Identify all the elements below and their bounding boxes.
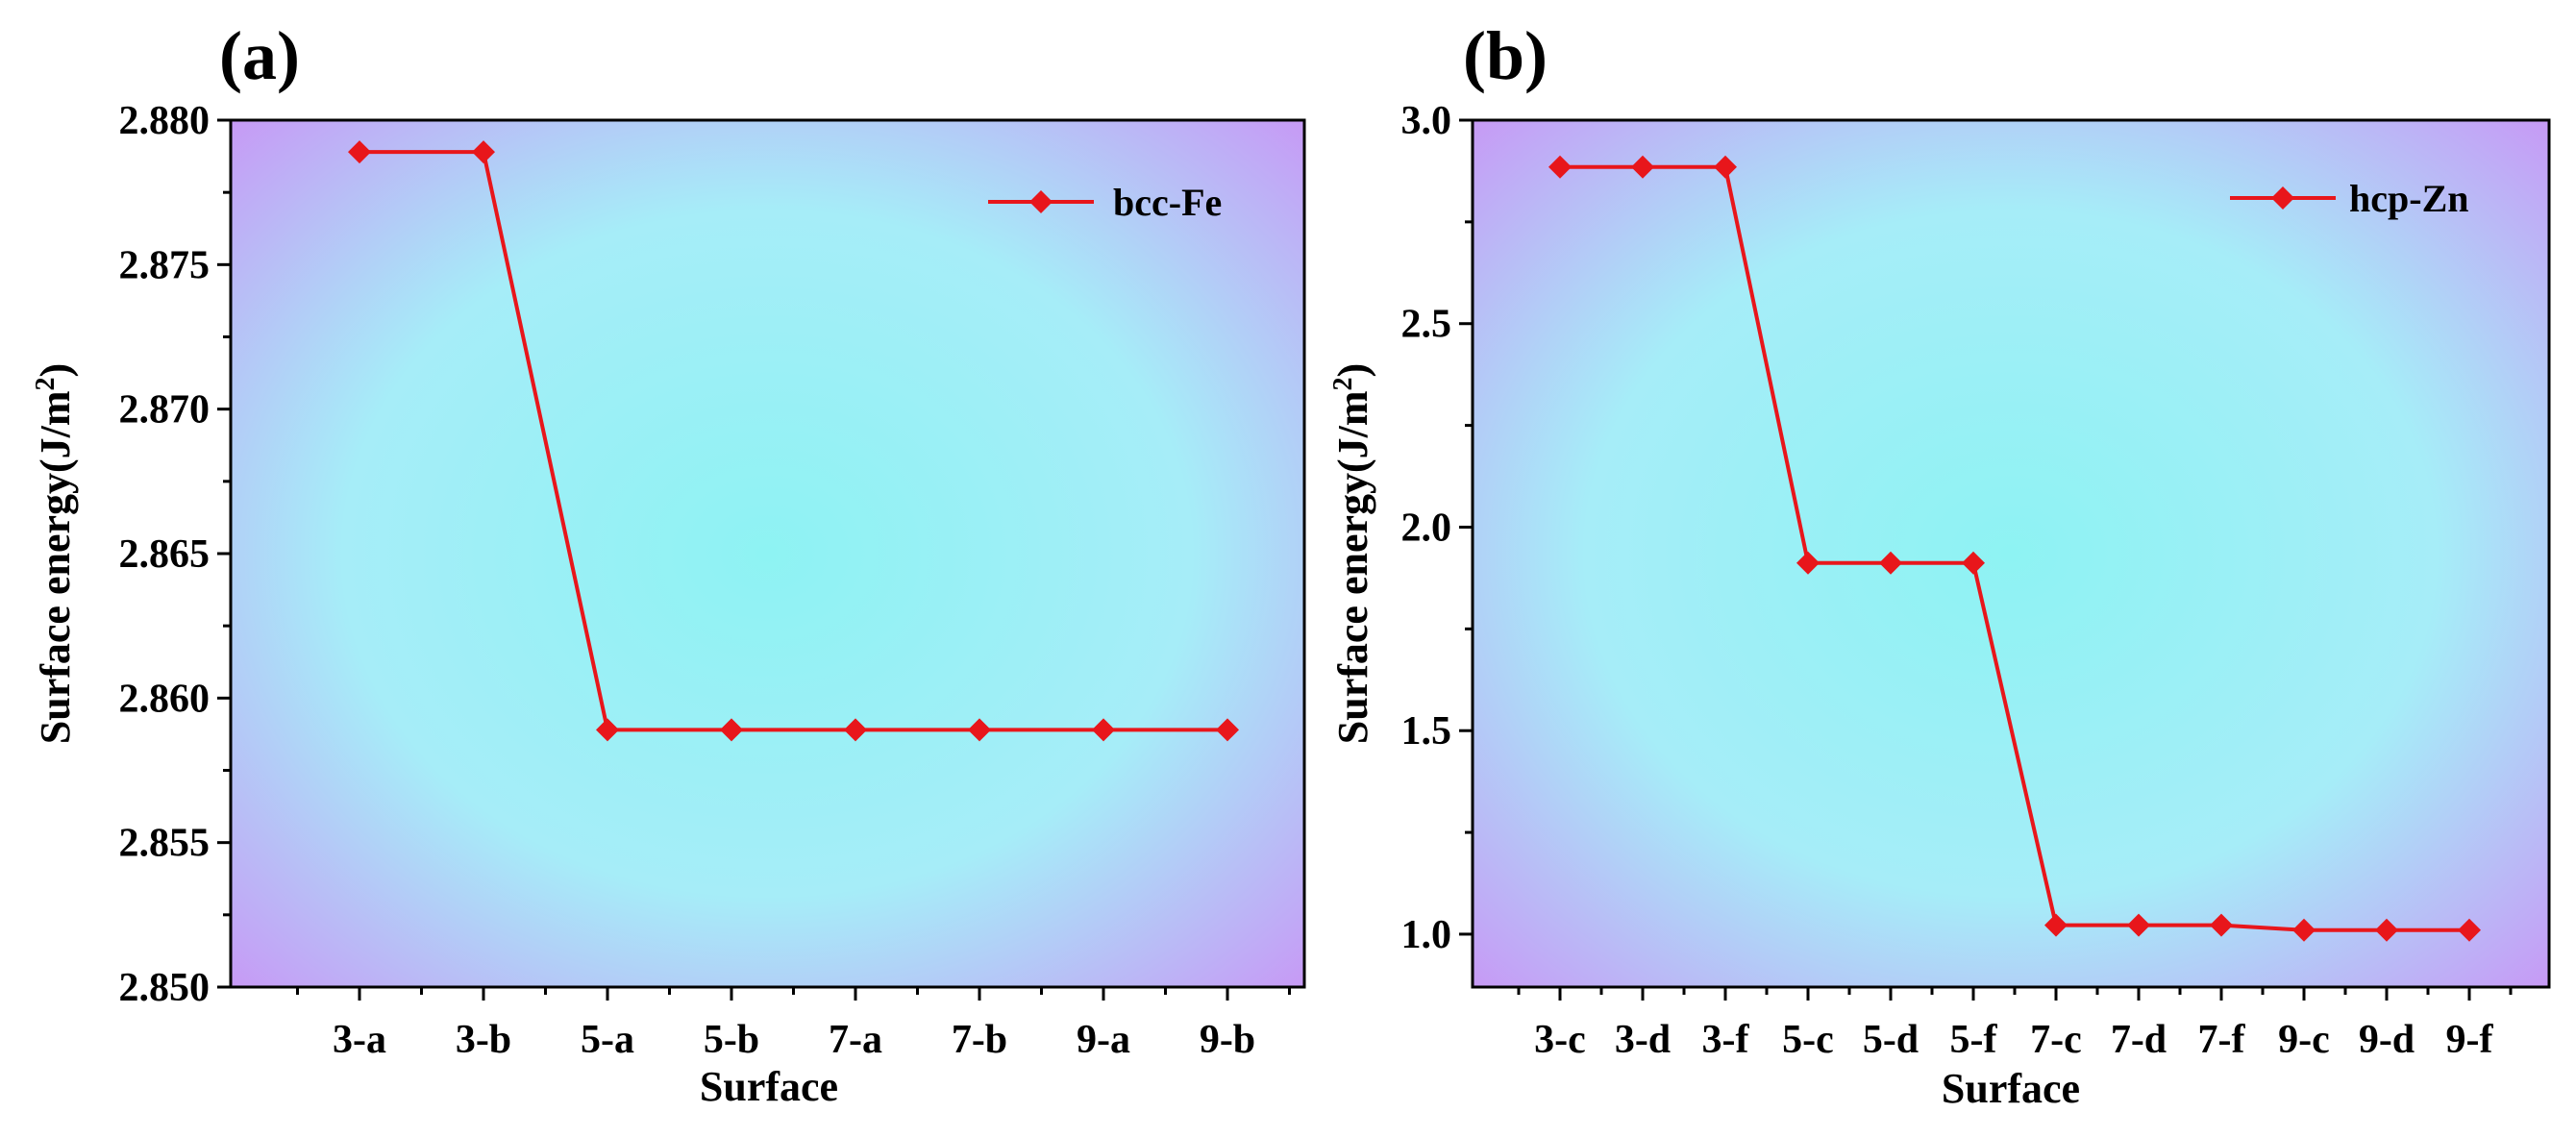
data-point [2375,918,2398,942]
y-axis-b: 1.0 1.5 2.0 2.5 3.0 [1401,99,1473,957]
y-tick-label: 2.865 [119,532,211,577]
x-tick-label: 5-d [1863,1018,1919,1062]
y-axis-title-b-main: Surface energy(J/m [1329,390,1376,744]
series-line [359,150,1227,732]
data-point [1548,155,1572,179]
y-tick-label: 3.0 [1401,99,1452,143]
x-tick-label: 9-c [2278,1018,2330,1062]
x-tick-label: 9-f [2446,1018,2494,1062]
plot-frame-a [229,118,1306,989]
x-axis-title-b: Surface [1942,1065,2080,1112]
data-point [1714,155,1737,179]
y-tick-label: 1.0 [1401,913,1452,957]
data-point [720,718,743,742]
y-tick-label: 1.5 [1401,709,1452,754]
data-point [2044,913,2068,937]
x-tick-label: 7-b [952,1018,1007,1062]
chart-panel-a: (a) 2.8502.8552.8602.8652.8702.8752.880 … [31,17,1306,1110]
legend-marker-b [2271,186,2294,210]
legend-a: bcc-Fe [988,181,1222,224]
data-point [2292,918,2316,942]
y-axis-title-a-sup: 2 [31,377,61,390]
y-axis-title-a: Surface energy(J/m2) [31,363,79,744]
x-axis-title-a: Surface [700,1063,838,1110]
chart-panel-b: (b) 1.0 1.5 2.0 2.5 3.0 3-c 3-d 3-f 5-c 5-d 5-f 7-… [1328,17,2551,1112]
x-tick-label: 7-f [2198,1018,2246,1062]
data-point [844,718,867,742]
x-axis-a: 3-a 3-b 5-a 5-b 7-a 7-b 9-a 9-b [296,987,1291,1062]
series-line [1560,164,2469,932]
y-axis-title-b-end: ) [1329,363,1376,378]
legend-label-b: hcp-Zn [2349,177,2469,220]
legend-b: hcp-Zn [2230,177,2469,220]
legend-label-a: bcc-Fe [1113,181,1222,224]
x-tick-label: 5-f [1950,1018,1998,1062]
series-bcc-fe [348,140,1239,742]
y-tick-label: 2.875 [119,243,211,287]
x-tick-label: 5-b [704,1018,759,1062]
data-point [1796,551,1820,575]
y-axis-title-a-end: ) [32,363,79,378]
data-point [1092,718,1115,742]
plot-area-b [1473,120,2549,987]
y-axis-title-b-sup: 2 [1328,377,1358,390]
data-point [472,140,495,164]
data-point [1879,551,1902,575]
y-tick-label: 2.0 [1401,506,1452,550]
data-point [1216,718,1239,742]
x-tick-label: 7-c [2030,1018,2082,1062]
data-point [1631,155,1654,179]
x-tick-label: 3-a [333,1018,386,1062]
data-point [2210,913,2233,937]
y-tick-label: 2.855 [119,822,211,866]
x-tick-label: 9-b [1200,1018,1255,1062]
panel-label-a: (a) [219,17,300,94]
y-tick-label: 2.880 [119,99,211,143]
y-axis-title-a-main: Surface energy(J/m [32,390,79,744]
x-tick-label: 7-a [829,1018,882,1062]
x-tick-label: 3-b [456,1018,511,1062]
x-tick-label: 3-f [1702,1018,1750,1062]
data-point [968,718,991,742]
data-point [348,140,371,164]
data-point [596,718,619,742]
y-axis-a: 2.850 2.855 2.860 2.865 2.870 2.875 2.880 [119,99,231,1010]
plot-frame-b [1471,118,2551,989]
legend-marker-a [1029,190,1053,213]
y-axis-title-b: Surface energy(J/m2) [1328,363,1376,744]
plot-area-a [231,120,1304,987]
data-point [1962,551,1985,575]
y-tick-label: 2.5 [1401,303,1452,347]
x-tick-label: 3-c [1534,1018,1586,1062]
panel-label-b: (b) [1463,17,1548,94]
x-tick-label: 9-d [2359,1018,2415,1062]
y-tick-label: 2.870 [119,388,211,433]
x-axis-b: 3-c 3-d 3-f 5-c 5-d 5-f 7-c 7-d 7-f 9-c 9-d 9-f [1517,987,2513,1062]
y-tick-label: 2.850 [119,966,211,1010]
x-tick-label: 3-d [1615,1018,1671,1062]
y-tick-label: 2.860 [119,677,211,721]
x-tick-label: 5-c [1782,1018,1834,1062]
data-point [2127,913,2150,937]
data-point [2458,918,2481,942]
x-tick-label: 9-a [1077,1018,1130,1062]
x-tick-label: 5-a [581,1018,634,1062]
x-tick-label: 7-d [2111,1018,2167,1062]
series-hcp-zn [1548,155,2481,942]
